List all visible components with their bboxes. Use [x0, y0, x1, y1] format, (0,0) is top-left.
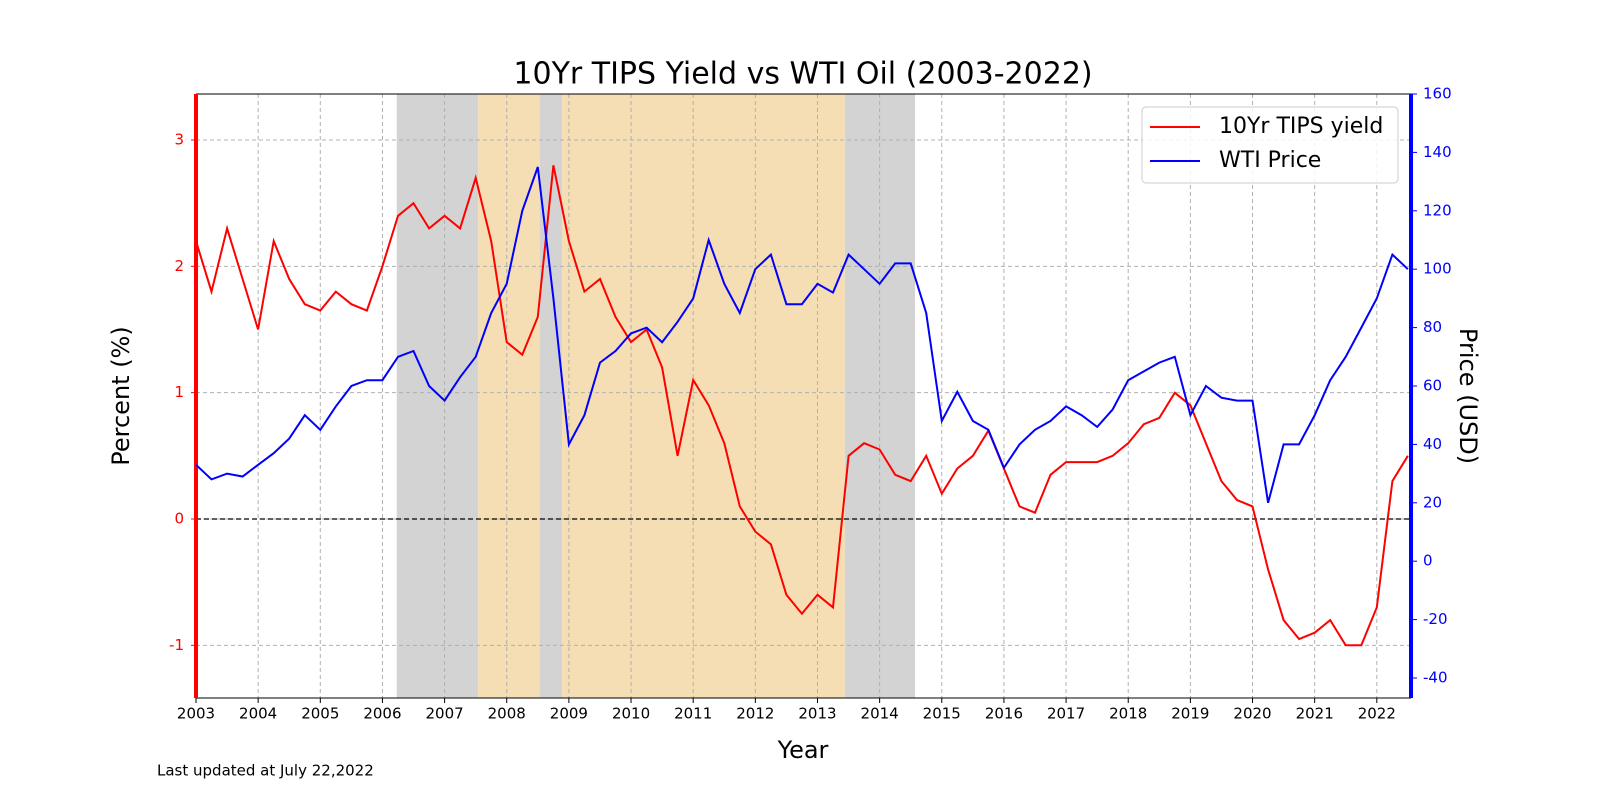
legend-label: 10Yr TIPS yield [1219, 114, 1383, 139]
x-tick-label: 2008 [488, 705, 526, 723]
y2-tick-label: -20 [1423, 610, 1448, 628]
x-tick-label: 2021 [1296, 705, 1334, 723]
y-tick-label: 1 [174, 383, 184, 401]
y-tick-label: 2 [174, 257, 184, 275]
x-tick-label: 2010 [612, 705, 650, 723]
x-tick-label: 2015 [923, 705, 961, 723]
x-tick-label: 2022 [1358, 705, 1396, 723]
x-tick-label: 2004 [239, 705, 277, 723]
data-line [195, 166, 1409, 504]
y-tick-label: 0 [174, 509, 184, 527]
footnote: Last updated at July 22,2022 [157, 762, 374, 780]
x-tick-label: 2012 [736, 705, 774, 723]
y2-tick-label: -40 [1423, 668, 1448, 686]
shaded-region [478, 94, 540, 698]
legend-label: WTI Price [1219, 148, 1321, 173]
y2-tick-label: 120 [1423, 201, 1452, 219]
x-tick-label: 2016 [985, 705, 1023, 723]
y-tick-label: 3 [174, 130, 184, 148]
shaded-region [396, 94, 479, 698]
y2-axis-label: Price (USD) [1454, 328, 1482, 464]
chart-title: 10Yr TIPS Yield vs WTI Oil (2003-2022) [513, 57, 1092, 92]
y2-tick-label: 0 [1423, 552, 1433, 570]
x-tick-label: 2011 [674, 705, 712, 723]
y2-tick-label: 20 [1423, 493, 1442, 511]
legend-box [1141, 106, 1399, 184]
y-axis-label: Percent (%) [107, 326, 135, 465]
y2-tick-label: 40 [1423, 435, 1442, 453]
y2-tick-label: 140 [1423, 143, 1452, 161]
x-tick-label: 2003 [177, 705, 215, 723]
x-tick-label: 2009 [550, 705, 588, 723]
x-axis-label: Year [777, 736, 829, 764]
x-tick-label: 2005 [301, 705, 339, 723]
y2-tick-label: 60 [1423, 376, 1442, 394]
x-tick-label: 2018 [1109, 705, 1147, 723]
y2-tick-label: 80 [1423, 318, 1442, 336]
y2-tick-label: 160 [1423, 85, 1452, 103]
data-line [195, 165, 1409, 647]
x-tick-label: 2006 [363, 705, 401, 723]
background-layer [195, 94, 1411, 698]
x-tick-label: 2019 [1171, 705, 1209, 723]
x-tick-label: 2020 [1233, 705, 1271, 723]
y-tick-label: -1 [169, 636, 184, 654]
y2-tick-label: 100 [1423, 260, 1452, 278]
x-tick-label: 2013 [798, 705, 836, 723]
x-tick-label: 2014 [861, 705, 899, 723]
x-tick-label: 2007 [425, 705, 463, 723]
x-tick-label: 2017 [1047, 705, 1085, 723]
